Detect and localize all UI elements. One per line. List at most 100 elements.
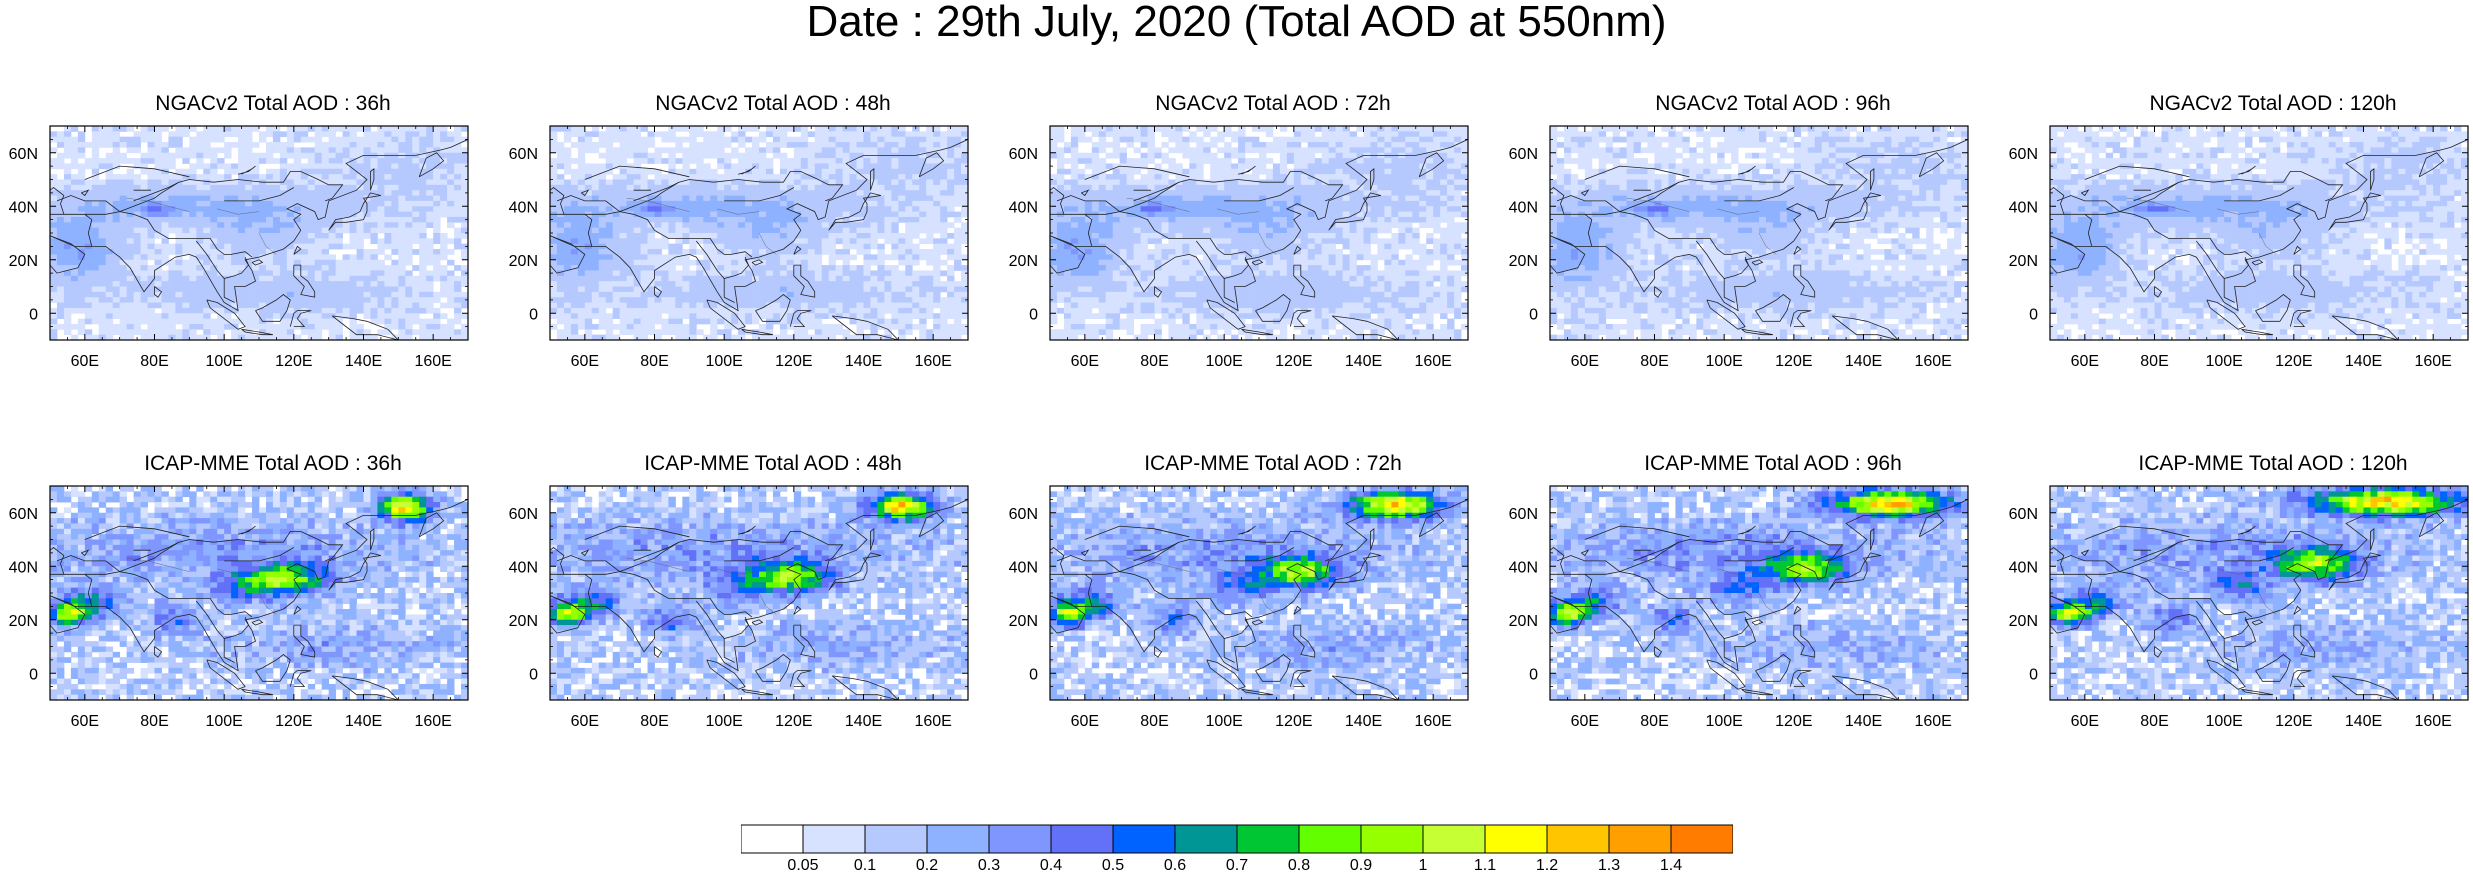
lon-tick-label: 80E xyxy=(1640,353,1668,370)
lon-tick-label: 80E xyxy=(140,353,168,370)
lon-tick-label: 140E xyxy=(845,713,882,730)
map-panel-icap-mme-96h: ICAP-MME Total AOD : 96h 60E 80E 100E 120E 14… xyxy=(1509,452,1998,744)
panel-title: NGACv2 Total AOD : 72h xyxy=(1048,92,1498,116)
aod-field xyxy=(2050,126,2468,340)
colorbar-swatch xyxy=(1236,824,1300,854)
lon-tick-label: 80E xyxy=(2140,713,2168,730)
colorbar-swatch xyxy=(1422,824,1486,854)
lon-tick-label: 60E xyxy=(1071,353,1099,370)
lon-tick-label: 60E xyxy=(571,353,599,370)
lat-tick-label: 40N xyxy=(509,559,538,576)
lat-tick-label: 0 xyxy=(1029,666,1038,683)
map-panel-icap-mme-36h: ICAP-MME Total AOD : 36h 60E 80E 100E 120E 14… xyxy=(9,452,498,744)
colorbar-swatch xyxy=(802,824,866,854)
colorbar-swatch xyxy=(1608,824,1672,854)
colorbar-swatch xyxy=(1174,824,1238,854)
lat-tick-label: 20N xyxy=(1009,253,1038,270)
lon-tick-label: 80E xyxy=(1140,713,1168,730)
lon-tick-label: 60E xyxy=(1571,353,1599,370)
aod-field xyxy=(2050,486,2468,700)
panel-title: NGACv2 Total AOD : 120h xyxy=(2048,92,2473,116)
lon-tick-label: 100E xyxy=(1705,713,1742,730)
lat-tick-label: 20N xyxy=(1509,613,1538,630)
colorbar-label: 0.8 xyxy=(1288,857,1310,870)
lat-tick-label: 40N xyxy=(2009,199,2038,216)
lon-tick-label: 60E xyxy=(2071,353,2099,370)
colorbar-label: 1.4 xyxy=(1660,857,1682,870)
colorbar-label: 0.3 xyxy=(978,857,1000,870)
colorbar-swatch xyxy=(988,824,1052,854)
coastlines xyxy=(50,499,468,700)
colorbar-swatch xyxy=(1050,824,1114,854)
colorbar-swatch xyxy=(741,824,804,854)
lon-tick-label: 160E xyxy=(914,353,951,370)
lat-tick-label: 60N xyxy=(1009,506,1038,523)
lon-tick-label: 160E xyxy=(1914,713,1951,730)
lat-tick-label: 60N xyxy=(2009,506,2038,523)
lon-tick-label: 100E xyxy=(2205,713,2242,730)
panel-title: ICAP-MME Total AOD : 96h xyxy=(1548,452,1998,476)
lon-tick-label: 120E xyxy=(1775,713,1812,730)
lon-tick-label: 100E xyxy=(705,713,742,730)
lat-tick-label: 0 xyxy=(1529,306,1538,323)
coastlines xyxy=(1050,499,1468,700)
lon-tick-label: 140E xyxy=(1345,353,1382,370)
lat-tick-label: 20N xyxy=(1509,253,1538,270)
panel-title: ICAP-MME Total AOD : 120h xyxy=(2048,452,2473,476)
lon-tick-label: 120E xyxy=(775,353,812,370)
colorbar-label: 1.3 xyxy=(1598,857,1620,870)
panel-title: ICAP-MME Total AOD : 72h xyxy=(1048,452,1498,476)
aod-field xyxy=(50,486,468,700)
figure-title: Date : 29th July, 2020 (Total AOD at 550… xyxy=(0,0,2473,44)
lon-tick-label: 160E xyxy=(914,713,951,730)
lat-tick-label: 0 xyxy=(529,666,538,683)
lon-tick-label: 140E xyxy=(345,353,382,370)
lon-tick-label: 80E xyxy=(640,353,668,370)
lat-tick-label: 0 xyxy=(2029,306,2038,323)
lon-tick-label: 60E xyxy=(1071,713,1099,730)
lon-tick-label: 100E xyxy=(205,713,242,730)
colorbar-label: 0.6 xyxy=(1164,857,1186,870)
aod-map: 60E 80E 100E 120E 140E 160E 60N 40N 20N 0 xyxy=(9,125,469,370)
panel-title: ICAP-MME Total AOD : 36h xyxy=(48,452,498,476)
lon-tick-label: 120E xyxy=(1275,353,1312,370)
map-panel-ngacv2-120h: NGACv2 Total AOD : 120h 60E 80E 100E 120E 140… xyxy=(2009,92,2473,384)
colorbar-swatch xyxy=(1298,824,1362,854)
lon-tick-label: 100E xyxy=(1205,353,1242,370)
lon-tick-label: 60E xyxy=(71,713,99,730)
lat-tick-label: 40N xyxy=(9,199,38,216)
lat-tick-label: 20N xyxy=(2009,613,2038,630)
panel-title: NGACv2 Total AOD : 36h xyxy=(48,92,498,116)
lon-tick-label: 140E xyxy=(845,353,882,370)
lat-tick-label: 60N xyxy=(2009,146,2038,163)
map-panel-ngacv2-96h: NGACv2 Total AOD : 96h 60E 80E 100E 120E 140E… xyxy=(1509,92,1998,384)
lat-tick-label: 0 xyxy=(1029,306,1038,323)
colorbar-swatch xyxy=(1112,824,1176,854)
aod-map: 60E 80E 100E 120E 140E 160E 60N 40N 20N 0 xyxy=(2009,485,2469,730)
colorbar-swatch xyxy=(1360,824,1424,854)
lat-tick-label: 0 xyxy=(29,666,38,683)
lat-tick-label: 20N xyxy=(1009,613,1038,630)
lon-tick-label: 160E xyxy=(1914,353,1951,370)
lon-tick-label: 140E xyxy=(1845,353,1882,370)
lon-tick-label: 60E xyxy=(2071,713,2099,730)
lat-tick-label: 40N xyxy=(2009,559,2038,576)
aod-map: 60E 80E 100E 120E 140E 160E 60N 40N 20N 0 xyxy=(1009,125,1469,370)
aod-map: 60E 80E 100E 120E 140E 160E 60N 40N 20N 0 xyxy=(1509,485,1969,730)
lon-tick-label: 140E xyxy=(2345,353,2382,370)
lat-tick-label: 60N xyxy=(1009,146,1038,163)
lon-tick-label: 160E xyxy=(1414,713,1451,730)
coastlines xyxy=(1550,499,1968,700)
lon-tick-label: 160E xyxy=(2414,353,2451,370)
map-panel-ngacv2-72h: NGACv2 Total AOD : 72h 60E 80E 100E 120E 140E… xyxy=(1009,92,1498,384)
map-panel-ngacv2-48h: NGACv2 Total AOD : 48h 60E 80E 100E 120E 140E… xyxy=(509,92,998,384)
lon-tick-label: 60E xyxy=(1571,713,1599,730)
aod-map: 60E 80E 100E 120E 140E 160E 60N 40N 20N 0 xyxy=(1009,485,1469,730)
colorbar-swatch xyxy=(926,824,990,854)
lon-tick-label: 60E xyxy=(71,353,99,370)
aod-map: 60E 80E 100E 120E 140E 160E 60N 40N 20N 0 xyxy=(9,485,469,730)
aod-map: 60E 80E 100E 120E 140E 160E 60N 40N 20N 0 xyxy=(509,485,969,730)
aod-field xyxy=(550,486,968,700)
lat-tick-label: 60N xyxy=(1509,506,1538,523)
lon-tick-label: 80E xyxy=(2140,353,2168,370)
